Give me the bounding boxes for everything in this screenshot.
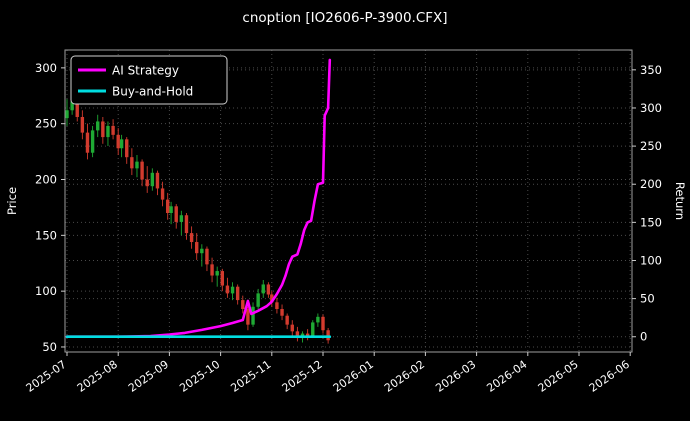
- candle-body: [256, 293, 260, 307]
- x-axis-tick-label: 2025-07: [24, 358, 69, 395]
- right-axis-tick-label: 150: [640, 215, 662, 229]
- candle-body: [251, 306, 255, 325]
- candle-body: [140, 161, 144, 180]
- candle-body: [70, 101, 74, 111]
- left-axis-tick-label: 50: [42, 340, 57, 354]
- x-axis-tick-label: 2026-04: [484, 358, 529, 395]
- x-axis-tick-label: 2025-11: [228, 358, 273, 395]
- candle-body: [246, 309, 250, 325]
- left-axis-tick-label: 300: [35, 61, 57, 75]
- candle-body: [160, 188, 165, 200]
- candle-body: [106, 125, 110, 138]
- legend-label: AI Strategy: [112, 64, 179, 78]
- right-axis-tick-label: 100: [640, 253, 662, 267]
- candle-body: [195, 242, 199, 254]
- candle-body: [326, 330, 330, 341]
- candle-body: [230, 286, 235, 294]
- x-axis-tick-label: 2025-08: [75, 358, 120, 395]
- candle-body: [189, 233, 194, 243]
- candle-body: [295, 331, 300, 339]
- candle-body: [165, 199, 170, 214]
- candle-body: [311, 322, 315, 336]
- candle-body: [85, 132, 90, 153]
- candle-body: [169, 206, 173, 214]
- candle-body: [179, 215, 184, 222]
- candle-body: [200, 248, 204, 254]
- candle-body: [80, 116, 85, 133]
- x-axis-tick-label: 2026-01: [331, 358, 376, 395]
- candle-body: [155, 172, 160, 189]
- legend-label: Buy-and-Hold: [112, 85, 193, 99]
- candle-body: [125, 139, 129, 158]
- x-axis-tick-label: 2025-12: [280, 358, 325, 395]
- candle-body: [266, 284, 271, 295]
- candle-body: [261, 284, 265, 294]
- candle-body: [116, 134, 120, 149]
- candle-body: [90, 130, 95, 153]
- candle-body: [225, 285, 230, 294]
- x-axis-tick-label: 2025-09: [126, 358, 171, 395]
- left-axis-title: Price: [5, 187, 19, 215]
- candle-body: [65, 110, 69, 119]
- candle-body: [101, 121, 105, 138]
- left-axis-tick-label: 250: [35, 117, 57, 131]
- right-axis-title: Return: [673, 182, 687, 220]
- candle-body: [145, 179, 149, 187]
- candle-body: [130, 157, 134, 169]
- candle-body: [285, 315, 289, 325]
- candle-body: [119, 139, 124, 149]
- candle-body: [111, 125, 115, 135]
- x-axis-tick-label: 2026-05: [536, 358, 581, 395]
- plot-border: [64, 49, 633, 353]
- chart-title: cnoption [IO2606-P-3900.CFX]: [242, 10, 448, 26]
- candle-body: [275, 302, 279, 310]
- candle-body: [174, 206, 178, 222]
- candle-body: [270, 294, 274, 303]
- candle-body: [290, 324, 294, 332]
- right-axis-tick-label: 50: [640, 292, 655, 306]
- candle-body: [150, 172, 155, 187]
- tick-labels: 50 100 150 200 250 300 0 50 100 150 200 250 300 350 20…: [24, 61, 662, 395]
- gridlines: [65, 50, 632, 352]
- left-axis-tick-label: 200: [35, 173, 57, 187]
- candle-body: [321, 316, 325, 331]
- right-axis-tick-label: 200: [640, 177, 662, 191]
- left-axis-tick-label: 100: [35, 284, 57, 298]
- candlesticks: [65, 62, 330, 344]
- right-axis-tick-label: 0: [640, 330, 647, 344]
- candle-body: [135, 161, 139, 169]
- candle-body: [210, 264, 214, 276]
- legend-box: [70, 55, 228, 105]
- x-axis-tick-label: 2026-02: [382, 358, 427, 395]
- candle-body: [215, 271, 219, 276]
- x-axis-tick-label: 2025-10: [177, 358, 222, 395]
- candle-body: [241, 300, 245, 310]
- right-axis-tick-label: 250: [640, 139, 662, 153]
- candle-body: [75, 101, 79, 117]
- candle-body: [220, 271, 225, 286]
- x-axis-tick-label: 2026-06: [587, 358, 632, 395]
- candle-body: [235, 286, 240, 301]
- left-axis-tick-label: 150: [35, 228, 57, 242]
- candle-body: [205, 248, 209, 265]
- legend: AI Strategy Buy-and-Hold: [70, 55, 228, 105]
- candle-body: [305, 333, 310, 336]
- candle-body: [96, 121, 100, 131]
- x-axis-tick-label: 2026-03: [433, 358, 478, 395]
- candle-body: [184, 215, 189, 234]
- right-axis-tick-label: 350: [640, 63, 662, 77]
- ai-strategy-line: [65, 58, 332, 339]
- candle-body: [280, 309, 284, 316]
- candle-body: [316, 316, 320, 323]
- right-axis-tick-label: 300: [640, 101, 662, 115]
